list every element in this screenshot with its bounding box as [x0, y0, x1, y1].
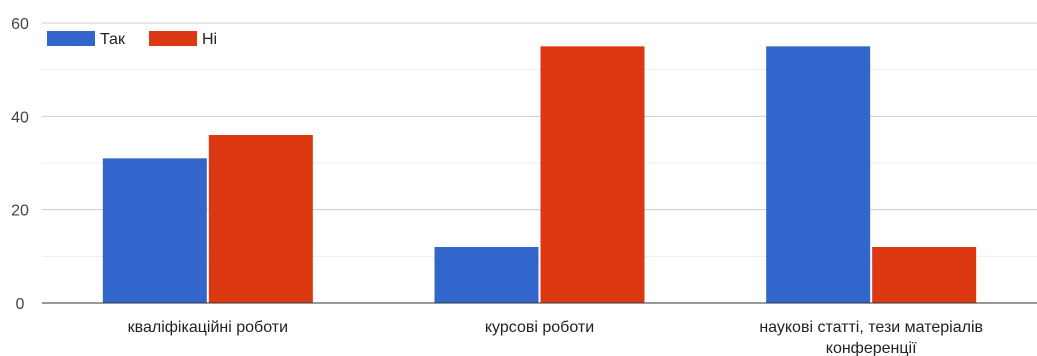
y-axis-ticks: 0 20 40 60	[11, 16, 29, 313]
x-category-label: кваліфікаційні роботи	[128, 319, 288, 336]
bar-yes-0	[102, 158, 207, 303]
bar-group	[102, 46, 977, 303]
bar-yes-1	[434, 247, 539, 303]
x-category-label: наукові статті, тези матеріалів конференц…	[759, 319, 983, 356]
bar-yes-2	[766, 46, 871, 303]
legend: Так Ні	[47, 31, 217, 48]
legend-label-yes: Так	[100, 31, 126, 48]
bar-no-2	[872, 247, 977, 303]
y-tick-label: 0	[16, 296, 25, 313]
x-category-label: курсові роботи	[485, 319, 594, 336]
y-tick-label: 60	[11, 16, 29, 33]
x-axis-labels: кваліфікаційні роботи курсові роботи науко…	[128, 319, 983, 356]
legend-swatch-yes	[47, 31, 95, 46]
y-tick-label: 40	[11, 109, 29, 126]
legend-label-no: Ні	[202, 31, 217, 48]
bar-no-0	[208, 135, 313, 303]
y-tick-label: 20	[11, 203, 29, 220]
gridlines	[42, 22, 1037, 257]
bar-no-1	[540, 46, 645, 303]
legend-swatch-no	[149, 31, 197, 46]
